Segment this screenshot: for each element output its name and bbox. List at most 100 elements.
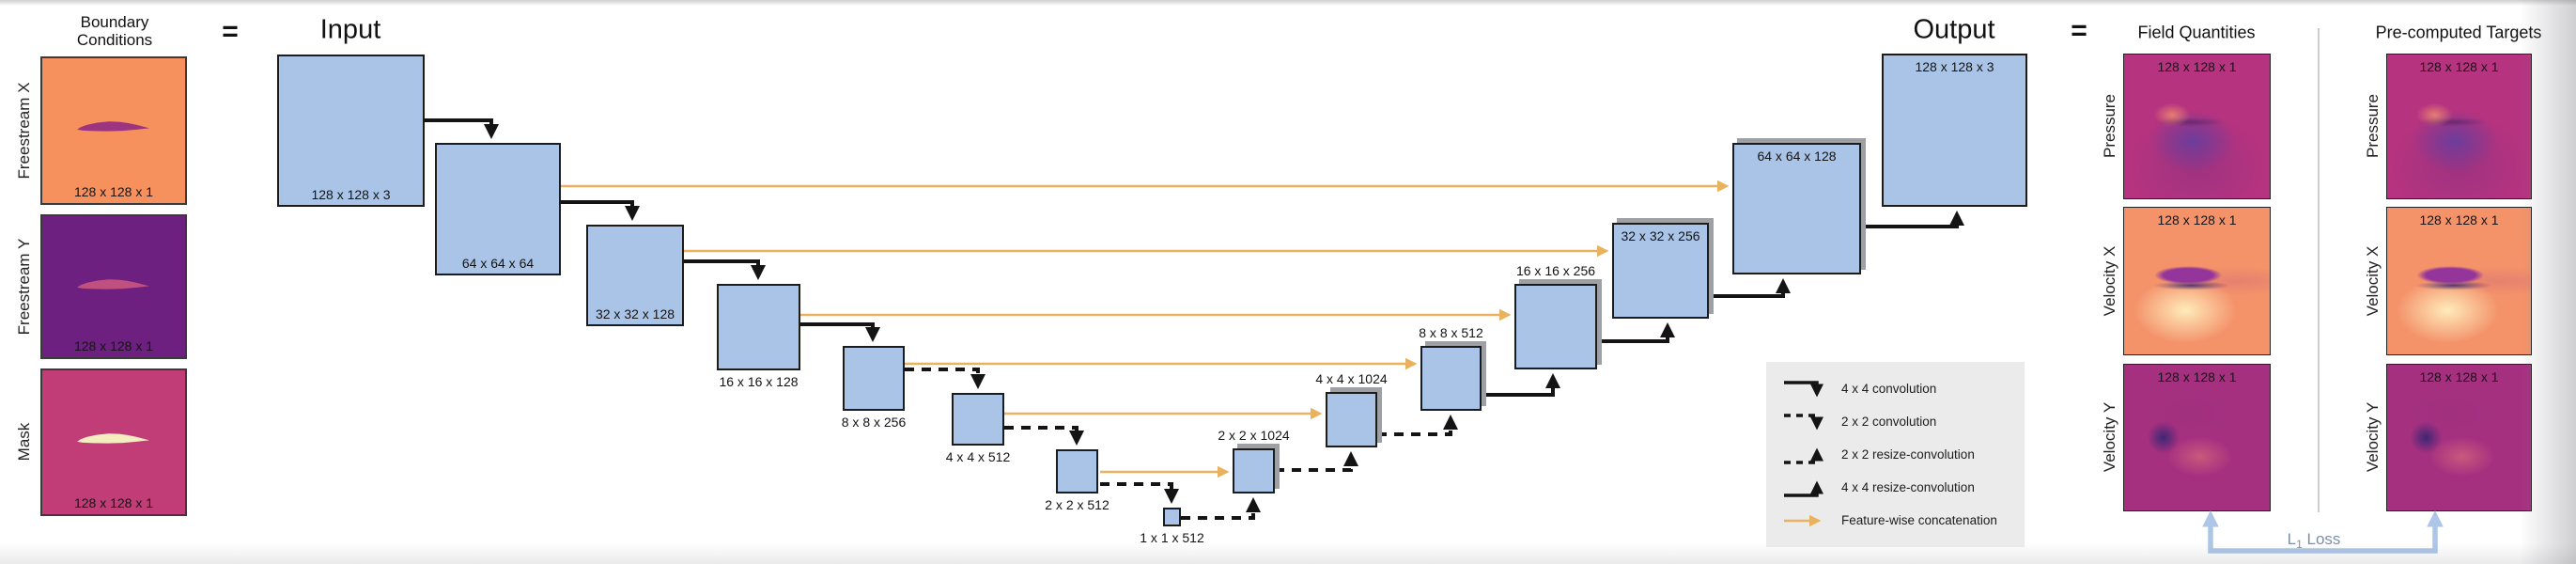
- resize4-arrow-3: [1710, 278, 1791, 298]
- resize2-arrows: [1181, 415, 1458, 520]
- conv4-arrow-3: [684, 259, 766, 280]
- decoder-box-label: 2 x 2 x 1024: [1218, 428, 1290, 443]
- conv4-arrow-1: [425, 118, 499, 139]
- conv4-arrow-4: [800, 322, 880, 342]
- airfoil-silhouette: [77, 279, 149, 290]
- airfoil-silhouette: [77, 433, 149, 444]
- output-box-128x128x3: 128 x 128 x 3: [1882, 54, 2027, 207]
- decoder-box-32x32x256: 32 x 32 x 256: [1612, 223, 1709, 319]
- legend: 4 x 4 convolution 2 x 2 convolution 2 x …: [1766, 362, 2025, 547]
- l1-loss-bracket-arrow: [2202, 509, 2444, 554]
- conv2-arrows: [905, 368, 1179, 504]
- decoder-box-64x64x128: 64 x 64 x 128: [1732, 143, 1861, 274]
- encoder-box-32x32x128: 32 x 32 x 128: [586, 225, 684, 326]
- encoder-box-label: 2 x 2 x 512: [1045, 497, 1110, 512]
- legend-item: 4 x 4 resize-convolution: [1781, 475, 2025, 501]
- output-box-label: 128 x 128 x 3: [1915, 59, 1994, 74]
- decoder-box-4x4x1024: 4 x 4 x 1024: [1315, 371, 1388, 447]
- decoder-box-2x2x1024: 2 x 2 x 1024: [1218, 428, 1290, 494]
- legend-item: 2 x 2 convolution: [1781, 409, 2025, 435]
- conv2-arrow-2: [1004, 426, 1084, 446]
- decoder-box-label: 4 x 4 x 1024: [1315, 371, 1388, 386]
- legend-label: 4 x 4 resize-convolution: [1841, 480, 1975, 494]
- legend-item: Feature-wise concatenation: [1781, 508, 2025, 534]
- resize4-arrow-2: [1597, 322, 1675, 343]
- encoder-box-4x4x512: 4 x 4 x 512: [946, 393, 1010, 464]
- legend-label: Feature-wise concatenation: [1841, 513, 1997, 527]
- 4x4-resize-convolution-arrow-icon: [1784, 480, 1823, 497]
- input-title: Input: [319, 14, 381, 45]
- fq-dims: 128 x 128 x 1: [2157, 212, 2237, 227]
- pt-image-velocity-x: 128 x 128 x 1: [2386, 207, 2532, 355]
- concat-arrows: [561, 180, 1730, 478]
- bc-image-freestream-y: 128 x 128 x 1: [40, 214, 187, 359]
- boundary-conditions-title: Boundary Conditions: [76, 13, 153, 49]
- equals-sign-right: =: [2071, 15, 2087, 46]
- precomputed-targets-title: Pre-computed Targets: [2375, 23, 2542, 42]
- 2x2-resize-convolution-arrow-icon: [1784, 447, 1823, 464]
- resize4-arrow-1: [1482, 373, 1560, 397]
- legend-label: 2 x 2 convolution: [1841, 415, 1937, 429]
- 2x2-convolution-arrow-icon: [1784, 413, 1823, 430]
- conv4-arrows: [425, 118, 880, 342]
- bc-image-mask: 128 x 128 x 1: [40, 368, 187, 516]
- 4x4-convolution-arrow-icon: [1784, 380, 1823, 397]
- encoder-box-label: 64 x 64 x 64: [461, 256, 535, 271]
- resize2-arrow-2: [1275, 451, 1358, 472]
- decoder-box-16x16x256: 16 x 16 x 256: [1514, 263, 1597, 369]
- feature-concatenation-arrow-icon: [1784, 514, 1822, 526]
- decoder-box-label: 8 x 8 x 512: [1419, 325, 1483, 340]
- conv4-arrow-2: [561, 200, 640, 221]
- encoder-box-label: 128 x 128 x 3: [311, 187, 391, 202]
- column-divider: [2318, 28, 2320, 512]
- bottleneck-box-1x1x512: 1 x 1 x 512: [1140, 508, 1204, 545]
- fq-image-pressure: 128 x 128 x 1: [2123, 54, 2271, 199]
- field-quantities-title: Field Quantities: [2137, 23, 2256, 42]
- encoder-box-128x128x3: 128 x 128 x 3: [277, 55, 425, 207]
- encoder-box-label: 8 x 8 x 256: [841, 415, 907, 430]
- resize2-arrow-1: [1181, 497, 1261, 520]
- fq-dims: 128 x 128 x 1: [2157, 59, 2237, 74]
- encoder-box-2x2x512: 2 x 2 x 512: [1045, 449, 1110, 512]
- pt-image-pressure: 128 x 128 x 1: [2386, 54, 2532, 199]
- fq-image-velocity-y: 128 x 128 x 1: [2123, 364, 2271, 511]
- bc-image-freestream-x: 128 x 128 x 1: [40, 56, 187, 205]
- conv2-arrow-3: [1100, 482, 1179, 504]
- decoder-box-label: 16 x 16 x 256: [1515, 263, 1596, 278]
- pt-image-velocity-y: 128 x 128 x 1: [2386, 364, 2532, 511]
- encoder-box-label: 16 x 16 x 128: [719, 374, 799, 389]
- equals-sign-left: =: [222, 16, 239, 47]
- loss-prefix: L: [2287, 529, 2297, 548]
- decoder-box-8x8x512: 8 x 8 x 512: [1419, 325, 1483, 411]
- encoder-box-8x8x256: 8 x 8 x 256: [842, 346, 906, 430]
- pt-dims: 128 x 128 x 1: [2419, 212, 2499, 227]
- legend-label: 4 x 4 convolution: [1841, 382, 1937, 396]
- conv2-arrow-1: [905, 368, 985, 389]
- bc-dims: 128 x 128 x 1: [73, 338, 154, 353]
- decoder-box-label: 32 x 32 x 256: [1621, 228, 1700, 243]
- output-title: Output: [1913, 14, 1995, 45]
- loss-word: Loss: [2306, 529, 2341, 548]
- bc-dims: 128 x 128 x 1: [73, 495, 154, 510]
- decoder-box-label: 64 x 64 x 128: [1757, 149, 1837, 164]
- encoder-box-64x64x64: 64 x 64 x 64: [435, 143, 561, 275]
- resize2-arrow-3: [1377, 415, 1458, 436]
- encoder-box-label: 1 x 1 x 512: [1140, 530, 1204, 545]
- airfoil-silhouette: [77, 121, 149, 132]
- fq-dims: 128 x 128 x 1: [2157, 369, 2237, 384]
- loss-subscript: 1: [2296, 538, 2303, 552]
- resize4-arrow-4: [1861, 211, 1964, 228]
- bc-dims: 128 x 128 x 1: [73, 184, 154, 199]
- resize4-arrows: [1482, 211, 1964, 397]
- l1-loss-label: L1 Loss: [2288, 530, 2341, 551]
- legend-label: 2 x 2 resize-convolution: [1841, 447, 1975, 462]
- fq-image-velocity-x: 128 x 128 x 1: [2123, 207, 2271, 355]
- legend-item: 4 x 4 convolution: [1781, 376, 2025, 402]
- pt-dims: 128 x 128 x 1: [2419, 369, 2499, 384]
- encoder-box-label: 32 x 32 x 128: [595, 306, 675, 321]
- encoder-box-16x16x128: 16 x 16 x 128: [717, 284, 800, 389]
- legend-item: 2 x 2 resize-convolution: [1781, 442, 2025, 468]
- pt-dims: 128 x 128 x 1: [2419, 59, 2499, 74]
